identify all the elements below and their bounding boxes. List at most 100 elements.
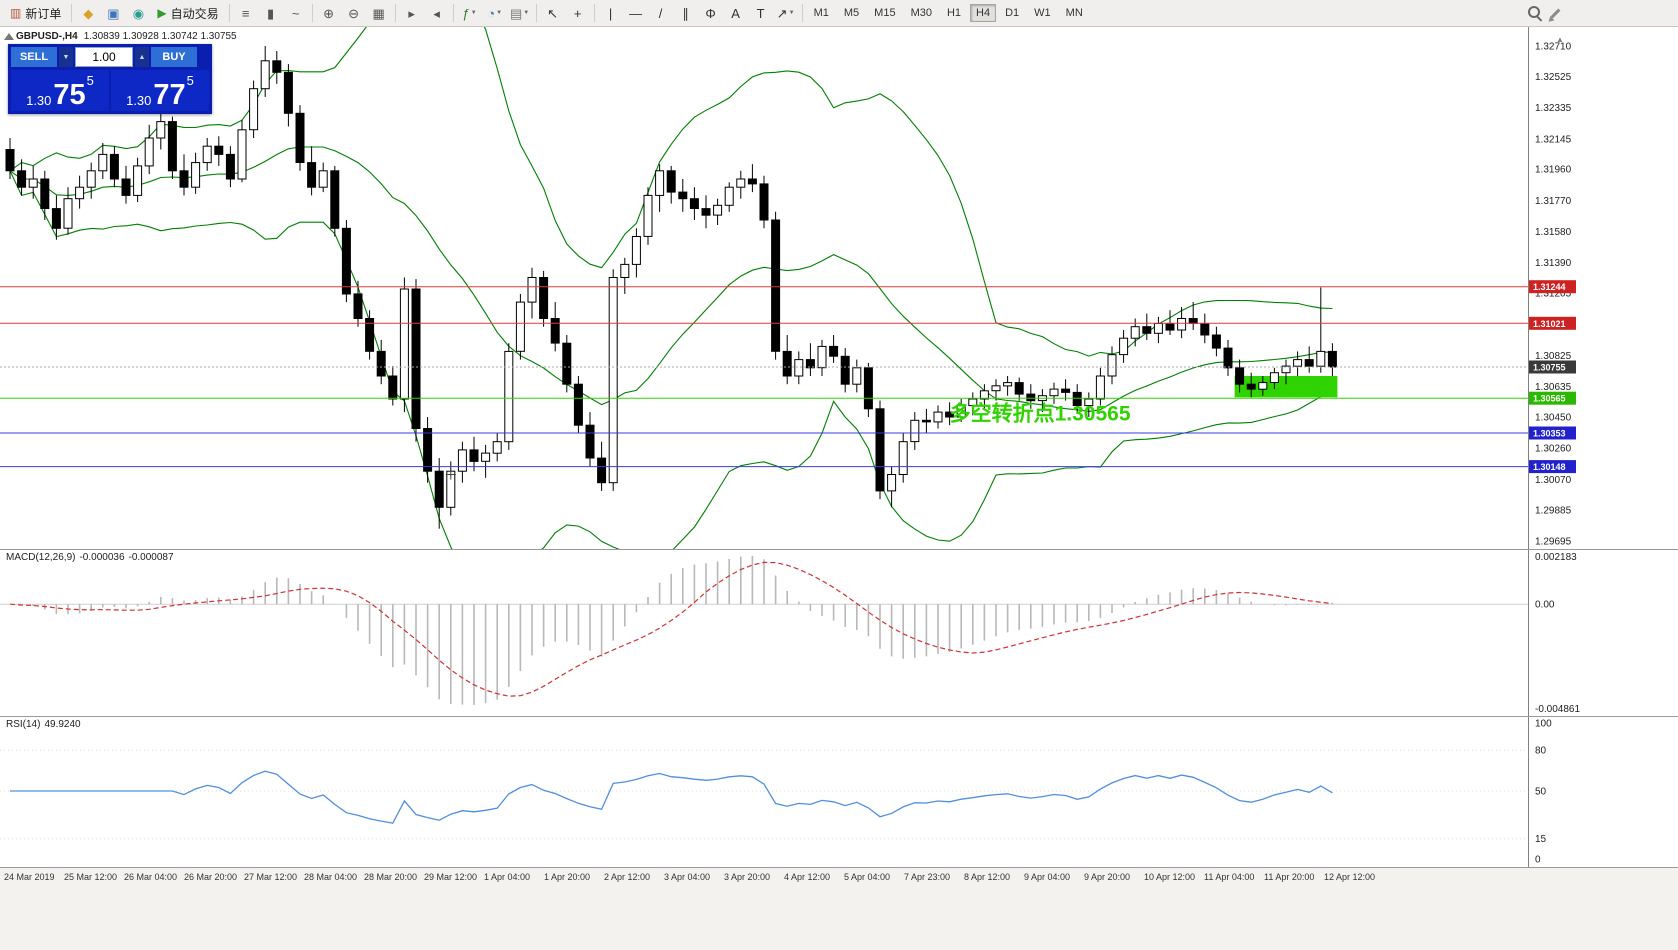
bollinger-lower-band[interactable] <box>9 170 1333 550</box>
timeframe-m5-button[interactable]: M5 <box>843 7 860 19</box>
time-axis[interactable]: 24 Mar 2019 25 Mar 12:00 26 Mar 04:00 26 Ma… <box>0 867 1678 950</box>
price-tag-label: 1.30148 <box>1533 462 1566 472</box>
market-watch-icon[interactable]: ◆ <box>83 5 94 21</box>
timeframe-m1-button[interactable]: M1 <box>813 7 829 19</box>
pane-separator[interactable] <box>0 716 1678 717</box>
timeframe-mn-button[interactable]: MN <box>1065 7 1083 19</box>
bear-candle-body <box>747 178 757 185</box>
price-tag-label: 1.31244 <box>1533 282 1566 292</box>
buy-price-prefix: 1.30 <box>126 92 152 108</box>
time-axis-label: 29 Mar 12:00 <box>424 872 478 882</box>
bull-candle-body <box>63 198 73 229</box>
periods-icon[interactable]: ◔ ▼ <box>487 5 503 21</box>
dropdown-caret-icon: ▼ <box>788 10 795 16</box>
rsi-axis-label: 80 <box>1535 746 1547 757</box>
turning-point-annotation[interactable]: 多空转折点1.30565 <box>950 401 1131 425</box>
highlight-rectangle[interactable] <box>1234 376 1338 398</box>
zoom-out-icon[interactable]: ⊖ <box>348 5 360 21</box>
rsi-label: RSI(14) <box>6 719 41 730</box>
arrows-icon[interactable]: ↗ ▼ <box>776 5 795 21</box>
tile-windows-icon[interactable]: ▦ <box>372 5 385 21</box>
bull-candle-body <box>202 145 212 164</box>
bull-candle-body <box>481 452 491 462</box>
channel-icon[interactable]: ∥ <box>682 5 689 21</box>
price-axis-label: 1.30260 <box>1535 444 1572 455</box>
templates-icon[interactable]: ▤ ▼ <box>509 5 530 21</box>
sell-price-display[interactable]: 1.30 75 5 <box>11 70 109 111</box>
bear-candle-body <box>469 449 479 462</box>
bull-candle-body <box>1177 318 1187 331</box>
bull-candle-body <box>852 367 862 385</box>
horizontal-line-icon[interactable]: — <box>629 5 643 21</box>
timeframe-d1-button[interactable]: D1 <box>1005 7 1020 19</box>
cross-marker[interactable] <box>445 469 456 480</box>
community-icon[interactable]: ◉ <box>132 5 145 21</box>
macd-canvas[interactable]: 0.002183 0.00 -0.004861 <box>0 550 1678 717</box>
line-chart-mode-icon[interactable]: ~ <box>291 5 300 21</box>
bear-candle-body <box>1072 391 1082 406</box>
scroll-up-arrow[interactable]: ▲ <box>1556 35 1564 44</box>
order-type-dropdown[interactable]: ▼ <box>59 47 73 67</box>
bear-candle-body <box>423 428 433 472</box>
toolbar-separator <box>311 4 313 22</box>
buy-price-display[interactable]: 1.30 77 5 <box>111 70 209 111</box>
data-window-icon[interactable]: ▣ <box>107 5 120 21</box>
timeframe-h1-button[interactable]: H1 <box>946 7 962 19</box>
crosshair-icon[interactable]: + <box>573 5 582 21</box>
bull-candle-body <box>28 178 38 188</box>
toolbar-separator <box>394 4 396 22</box>
rsi-pane[interactable]: RSI(14) 49.9240 100 80 50 15 0 <box>0 717 1678 867</box>
bull-candle-body <box>249 88 259 131</box>
timeframe-m30-button[interactable]: M30 <box>910 7 932 19</box>
timeframe-h4-button[interactable]: H4 <box>970 4 997 22</box>
one-click-collapse-toggle[interactable] <box>4 33 14 40</box>
new-order-button[interactable]: ▥ 新订单 <box>4 3 67 23</box>
auto-trading-button[interactable]: ▶ 自动交易 <box>151 3 224 23</box>
main-price-pane[interactable]: GBPUSD-,H4 1.30839 1.30928 1.30742 1.3075… <box>0 27 1678 550</box>
bull-candle-body <box>655 170 665 196</box>
bull-candle-body <box>1119 337 1129 356</box>
rsi-axis-label: 15 <box>1535 834 1547 845</box>
indicators-icon[interactable]: ƒ ▼ <box>462 5 477 21</box>
price-axis-label: 1.32525 <box>1535 72 1572 83</box>
label-icon[interactable]: T <box>756 5 765 21</box>
bear-candle-body <box>666 170 676 193</box>
price-chart-canvas[interactable]: 1.32710 1.32525 1.32335 1.32145 1.31960 1.317… <box>0 27 1678 550</box>
vertical-line-icon[interactable]: | <box>608 5 613 21</box>
bear-candle-body <box>550 318 560 344</box>
sell-price-sup: 5 <box>86 73 94 88</box>
bear-candle-body <box>353 293 363 319</box>
macd-pane-label: MACD(12,26,9) -0.000036 -0.000087 <box>6 552 178 563</box>
timeframe-w1-button[interactable]: W1 <box>1034 7 1051 19</box>
time-axis-label: 8 Apr 12:00 <box>964 872 1011 882</box>
quick-search-icon[interactable] <box>1546 3 1566 24</box>
bear-candle-body <box>1014 382 1024 395</box>
fibonacci-icon[interactable]: Φ <box>705 5 716 21</box>
search-icon[interactable] <box>1525 3 1545 23</box>
chart-shift-icon[interactable]: ◂ <box>433 5 440 21</box>
candlestick-mode-icon[interactable]: ▮ <box>267 5 275 21</box>
auto-scroll-icon[interactable]: ▸ <box>408 5 415 21</box>
bear-candle-body <box>17 170 27 188</box>
trendline-icon[interactable]: / <box>658 5 663 21</box>
cursor-icon[interactable]: ↖ <box>547 5 559 21</box>
time-axis-label: 25 Mar 12:00 <box>64 872 118 882</box>
macd-pane[interactable]: MACD(12,26,9) -0.000036 -0.000087 0.002183… <box>0 550 1678 717</box>
text-icon[interactable]: A <box>731 5 740 21</box>
rsi-axis-label: 50 <box>1535 787 1547 798</box>
sell-button[interactable]: SELL <box>11 47 57 67</box>
volume-input[interactable] <box>75 47 133 67</box>
bear-candle-body <box>805 359 815 369</box>
timeframe-m15-button[interactable]: M15 <box>874 7 896 19</box>
buy-button[interactable]: BUY <box>151 47 197 67</box>
zoom-in-icon[interactable]: ⊕ <box>323 5 335 21</box>
price-axis-label: 1.29885 <box>1535 505 1572 516</box>
bar-chart-mode-icon[interactable]: ≡ <box>241 5 250 21</box>
rsi-canvas[interactable]: 100 80 50 15 0 <box>0 717 1678 867</box>
pane-separator[interactable] <box>0 549 1678 550</box>
macd-axis-label: 0.002183 <box>1535 552 1577 563</box>
price-tag-1.30353 <box>1529 426 1576 440</box>
price-axis-label: 1.32335 <box>1535 103 1572 114</box>
time-axis-label: 1 Apr 20:00 <box>544 872 591 882</box>
volume-spin-up[interactable]: ▲ <box>135 47 149 67</box>
